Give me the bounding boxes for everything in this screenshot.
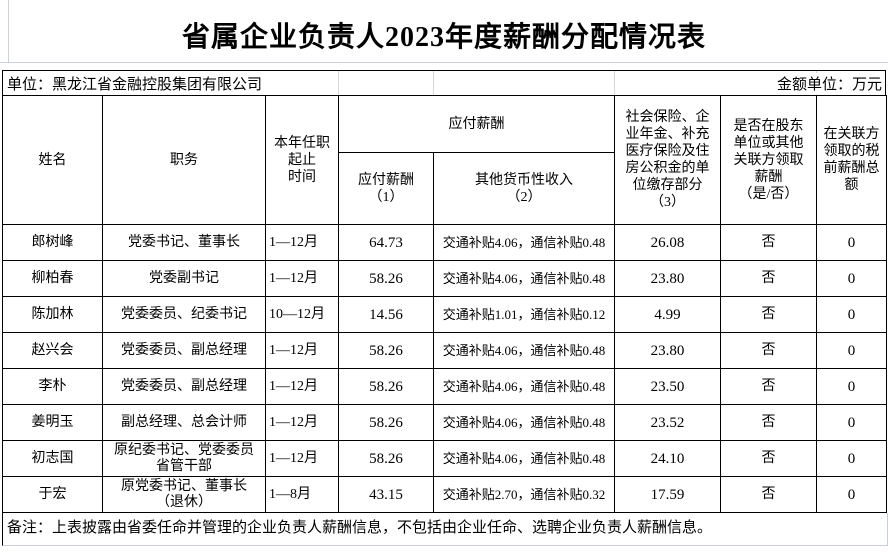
cell-related-party-flag: 否 — [720, 332, 817, 369]
cell-payable-salary: 58.26 — [338, 404, 434, 441]
cell-social-insurance: 23.52 — [614, 404, 721, 441]
cell-related-party-amount: 0 — [816, 296, 887, 333]
cell-name: 柳柏春 — [2, 260, 103, 297]
cell-related-party-amount: 0 — [816, 404, 887, 441]
cell-tenure: 1—8月 — [265, 476, 339, 513]
cell-position: 党委委员、副总经理 — [102, 368, 266, 405]
table-row: 于宏 原党委书记、董事长 （退休） 1—8月 43.15 交通补贴2.70，通信… — [2, 476, 887, 513]
cell-tenure: 1—12月 — [265, 368, 339, 405]
cell-payable-salary: 14.56 — [338, 296, 434, 333]
cell-name: 于宏 — [2, 476, 103, 513]
cell-name: 李朴 — [2, 368, 103, 405]
cell-name: 初志国 — [2, 440, 103, 477]
cell-payable-salary: 58.26 — [338, 332, 434, 369]
cell-tenure: 1—12月 — [265, 260, 339, 297]
header-related-party-flag: 是否在股东 单位或其他 关联方领取 薪酬 （是/否） — [720, 95, 817, 225]
header-payable-sub: 应付薪酬 （1） — [338, 152, 434, 225]
unit-row-gridline — [614, 71, 615, 95]
cell-name: 姜明玉 — [2, 404, 103, 441]
cell-related-party-amount: 0 — [816, 260, 887, 297]
header-position: 职务 — [102, 95, 266, 225]
cell-position: 原党委书记、董事长 （退休） — [102, 476, 266, 513]
cell-position: 原纪委书记、党委委员 省管干部 — [102, 440, 266, 477]
cell-other-income: 交通补贴4.06，通信补贴0.48 — [433, 260, 615, 297]
table-row: 初志国 原纪委书记、党委委员 省管干部 1—12月 58.26 交通补贴4.06… — [2, 440, 887, 477]
cell-position: 党委委员、纪委书记 — [102, 296, 266, 333]
cell-social-insurance: 23.80 — [614, 260, 721, 297]
cell-related-party-flag: 否 — [720, 296, 817, 333]
header-payable-group: 应付薪酬 — [338, 95, 615, 153]
cell-related-party-flag: 否 — [720, 368, 817, 405]
salary-table: 姓名 职务 本年任职 起止 时间 应付薪酬 社会保险、企 业年金、补充 医疗保险… — [2, 95, 887, 513]
cell-related-party-amount: 0 — [816, 440, 887, 477]
table-row: 郎树峰 党委书记、董事长 1—12月 64.73 交通补贴4.06，通信补贴0.… — [2, 224, 887, 261]
cell-related-party-flag: 否 — [720, 404, 817, 441]
cell-social-insurance: 26.08 — [614, 224, 721, 261]
cell-name: 赵兴会 — [2, 332, 103, 369]
cell-related-party-amount: 0 — [816, 368, 887, 405]
page-title: 省属企业负责人2023年度薪酬分配情况表 — [181, 22, 706, 53]
unit-row: 单位：黑龙江省金融控股集团有限公司 金额单位：万元 — [2, 70, 886, 95]
cell-payable-salary: 58.26 — [338, 440, 434, 477]
cell-name: 陈加林 — [2, 296, 103, 333]
faint-gridline-horizontal — [0, 62, 888, 63]
cell-payable-salary: 58.26 — [338, 260, 434, 297]
cell-other-income: 交通补贴4.06，通信补贴0.48 — [433, 440, 615, 477]
footnote: 备注：上表披露由省委任命并管理的企业负责人薪酬信息，不包括由企业任命、选聘企业负… — [2, 513, 888, 546]
cell-payable-salary: 58.26 — [338, 368, 434, 405]
title-bar: 省属企业负责人2023年度薪酬分配情况表 — [0, 0, 888, 70]
cell-related-party-flag: 否 — [720, 440, 817, 477]
cell-other-income: 交通补贴4.06，通信补贴0.48 — [433, 368, 615, 405]
cell-position: 党委副书记 — [102, 260, 266, 297]
cell-name: 郎树峰 — [2, 224, 103, 261]
cell-tenure: 10—12月 — [265, 296, 339, 333]
cell-tenure: 1—12月 — [265, 404, 339, 441]
header-tenure: 本年任职 起止 时间 — [265, 95, 339, 225]
header-row-2: 应付薪酬 （1） 其他货币性收入 （2） — [3, 152, 887, 225]
cell-position: 副总经理、总会计师 — [102, 404, 266, 441]
cell-social-insurance: 17.59 — [614, 476, 721, 513]
cell-related-party-flag: 否 — [720, 224, 817, 261]
header-other-income-sub: 其他货币性收入 （2） — [433, 152, 615, 225]
unit-row-gridline — [338, 71, 339, 95]
table-row: 柳柏春 党委副书记 1—12月 58.26 交通补贴4.06，通信补贴0.48 … — [2, 260, 887, 297]
faint-gridline-vertical — [8, 0, 9, 62]
table-row: 姜明玉 副总经理、总会计师 1—12月 58.26 交通补贴4.06，通信补贴0… — [2, 404, 887, 441]
unit-row-gridline — [433, 71, 434, 95]
cell-social-insurance: 23.80 — [614, 332, 721, 369]
cell-tenure: 1—12月 — [265, 224, 339, 261]
cell-social-insurance: 4.99 — [614, 296, 721, 333]
table-row: 赵兴会 党委委员、副总经理 1—12月 58.26 交通补贴4.06，通信补贴0… — [2, 332, 887, 369]
table-row: 李朴 党委委员、副总经理 1—12月 58.26 交通补贴4.06，通信补贴0.… — [2, 368, 887, 405]
cell-related-party-amount: 0 — [816, 224, 887, 261]
cell-other-income: 交通补贴4.06，通信补贴0.48 — [433, 224, 615, 261]
table-header: 姓名 职务 本年任职 起止 时间 应付薪酬 社会保险、企 业年金、补充 医疗保险… — [2, 95, 887, 225]
table-body: 郎树峰 党委书记、董事长 1—12月 64.73 交通补贴4.06，通信补贴0.… — [2, 224, 887, 513]
cell-other-income: 交通补贴4.06，通信补贴0.48 — [433, 332, 615, 369]
header-name: 姓名 — [2, 95, 103, 225]
cell-related-party-flag: 否 — [720, 260, 817, 297]
header-related-party-amount: 在关联方 领取的税 前薪酬总 额 — [816, 95, 887, 225]
amount-unit-label: 金额单位：万元 — [770, 72, 885, 94]
company-unit-label: 单位：黑龙江省金融控股集团有限公司 — [3, 72, 263, 94]
header-social-insurance: 社会保险、企 业年金、补充 医疗保险及住 房公积金的单 位缴存部分 （3） — [614, 95, 721, 225]
cell-other-income: 交通补贴2.70，通信补贴0.32 — [433, 476, 615, 513]
cell-related-party-amount: 0 — [816, 476, 887, 513]
header-row-1: 姓名 职务 本年任职 起止 时间 应付薪酬 社会保险、企 业年金、补充 医疗保险… — [2, 95, 887, 225]
cell-position: 党委书记、董事长 — [102, 224, 266, 261]
cell-payable-salary: 43.15 — [338, 476, 434, 513]
table-row: 陈加林 党委委员、纪委书记 10—12月 14.56 交通补贴1.01，通信补贴… — [2, 296, 887, 333]
cell-other-income: 交通补贴4.06，通信补贴0.48 — [433, 404, 615, 441]
cell-payable-salary: 64.73 — [338, 224, 434, 261]
cell-other-income: 交通补贴1.01，通信补贴0.12 — [433, 296, 615, 333]
cell-social-insurance: 24.10 — [614, 440, 721, 477]
cell-related-party-flag: 否 — [720, 476, 817, 513]
cell-tenure: 1—12月 — [265, 440, 339, 477]
cell-related-party-amount: 0 — [816, 332, 887, 369]
cell-position: 党委委员、副总经理 — [102, 332, 266, 369]
cell-tenure: 1—12月 — [265, 332, 339, 369]
cell-social-insurance: 23.50 — [614, 368, 721, 405]
